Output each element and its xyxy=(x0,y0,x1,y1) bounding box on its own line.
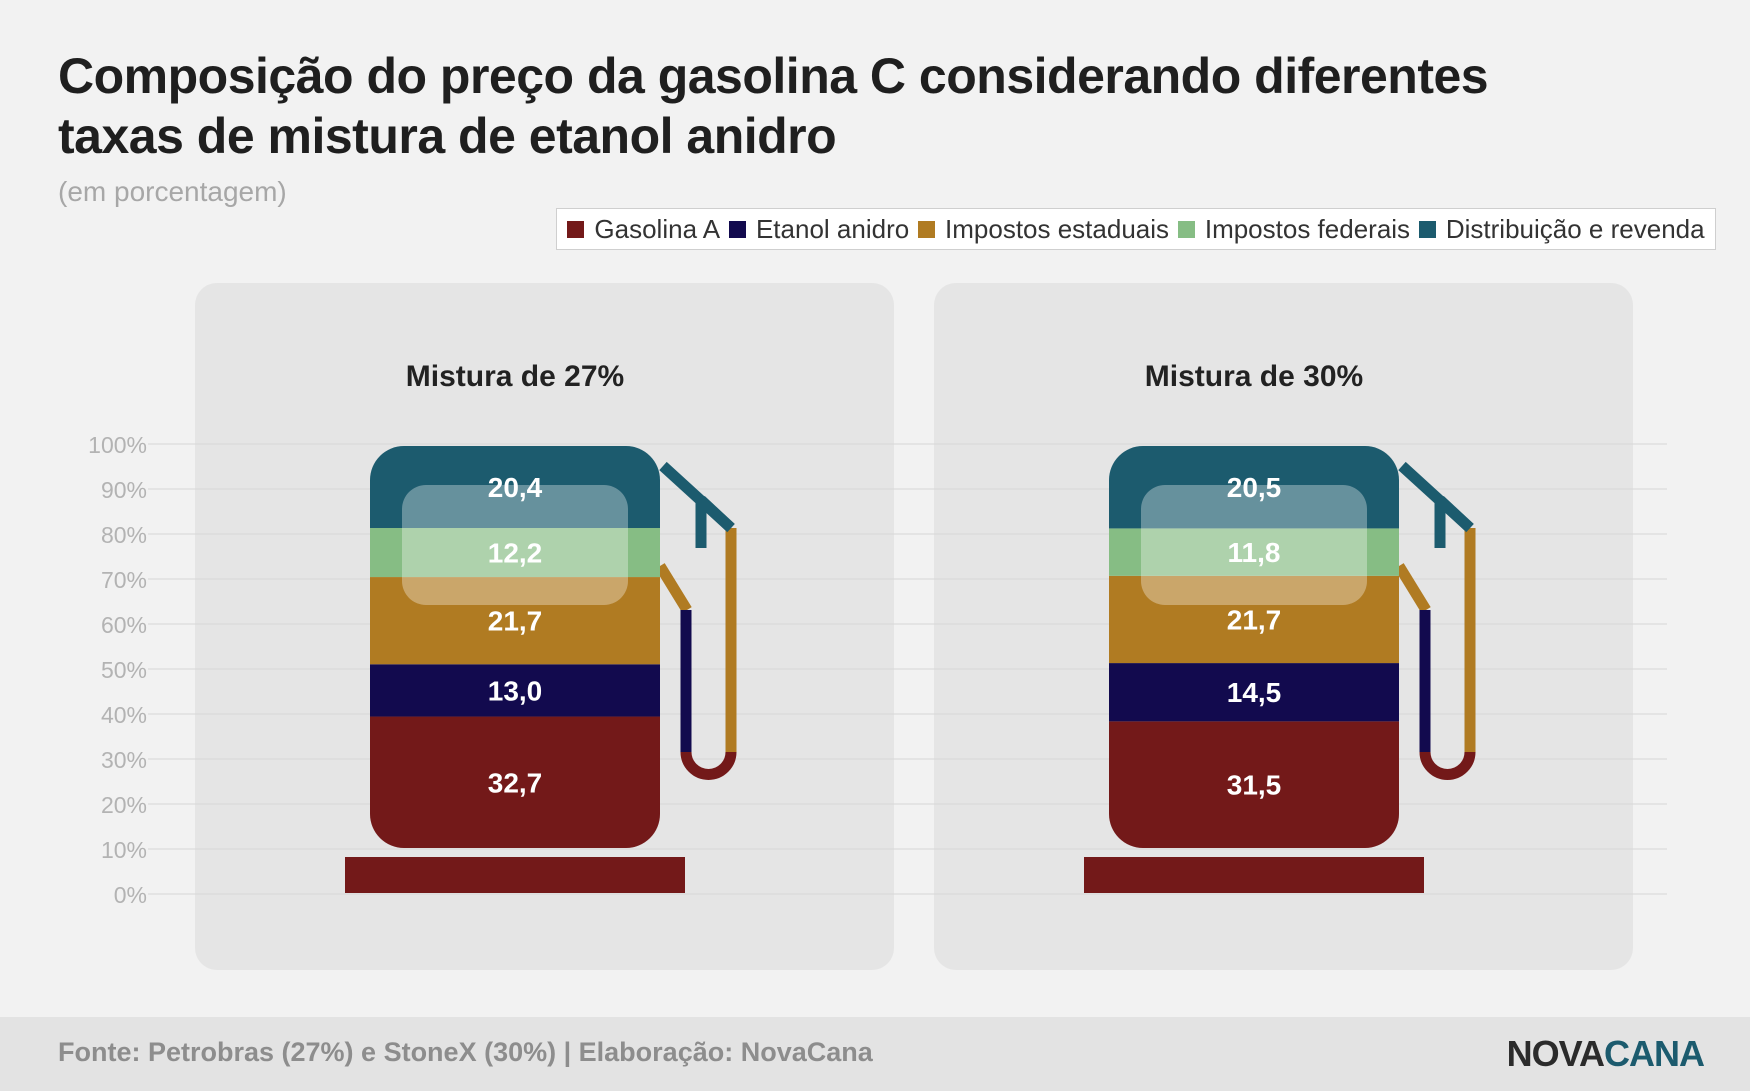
data-label: 20,5 xyxy=(1227,472,1282,503)
pump-window xyxy=(1141,485,1367,605)
legend-item-impostos-estaduais: Impostos estaduais xyxy=(918,214,1169,245)
data-label: 21,7 xyxy=(1227,604,1282,635)
y-tick-label: 10% xyxy=(101,837,147,863)
data-label: 20,4 xyxy=(488,472,543,503)
pump-base xyxy=(345,857,685,893)
legend-item-gasolina-a: Gasolina A xyxy=(567,214,720,245)
pump-hose-segment xyxy=(655,563,692,613)
legend-label: Impostos federais xyxy=(1204,213,1411,244)
bar-segment xyxy=(370,528,660,578)
legend-label: Gasolina A xyxy=(594,213,721,244)
bar-segment xyxy=(1109,528,1399,576)
data-label: 12,2 xyxy=(488,538,543,569)
brand-logo-part1: NOVA xyxy=(1506,1033,1605,1074)
y-tick-label: 90% xyxy=(101,477,147,503)
data-label: 14,5 xyxy=(1227,677,1282,708)
footer: Fonte: Petrobras (27%) e StoneX (30%) | … xyxy=(0,1017,1750,1091)
legend-item-impostos-federais: Impostos federais xyxy=(1177,213,1411,245)
y-tick-label: 0% xyxy=(114,882,147,908)
data-label: 13,0 xyxy=(488,675,543,706)
y-tick-label: 70% xyxy=(101,567,147,593)
brand-logo-part2: CANA xyxy=(1604,1033,1705,1074)
y-tick-label: 80% xyxy=(101,522,147,548)
y-tick-label: 30% xyxy=(101,747,147,773)
y-tick-label: 60% xyxy=(101,612,147,638)
pump-window xyxy=(402,485,628,605)
legend-label: Etanol anidro xyxy=(755,213,910,244)
panel-title: Mistura de 30% xyxy=(1145,360,1363,393)
y-tick-label: 50% xyxy=(101,657,147,683)
panel-title: Mistura de 27% xyxy=(406,360,624,393)
bar-segment xyxy=(1109,446,1399,529)
y-tick-label: 100% xyxy=(88,432,147,458)
pump-hose-segment xyxy=(659,461,735,533)
y-tick-label: 40% xyxy=(101,702,147,728)
bar-segment xyxy=(1109,721,1399,848)
bar-segment xyxy=(1109,663,1399,722)
legend-label: Distribuição e revenda xyxy=(1445,213,1705,244)
bar-segment xyxy=(1109,575,1399,664)
source-note: Fonte: Petrobras (27%) e StoneX (30%) | … xyxy=(58,1037,873,1067)
pump-hose-bend xyxy=(1419,751,1476,780)
y-tick-label: 20% xyxy=(101,792,147,818)
chart-plot: 100% 90% 80% 70% 60% 50% 40% 30% 20% 10% 0% Mistura… xyxy=(88,283,1667,970)
bar-segment xyxy=(370,446,660,529)
bar-segment xyxy=(370,577,660,665)
data-label: 32,7 xyxy=(488,767,543,798)
bar-segment xyxy=(370,664,660,717)
legend-swatch xyxy=(728,220,746,238)
bar-segment xyxy=(370,716,660,848)
legend-item-etanol-anidro: Etanol anidro xyxy=(728,213,910,245)
pump-base xyxy=(1084,857,1424,893)
legend: Gasolina A Etanol anidro Impostos estadu… xyxy=(556,208,1716,250)
legend-item-distribuicao-revenda: Distribuição e revenda xyxy=(1418,213,1705,245)
chart-subtitle: (em porcentagem) xyxy=(58,176,287,207)
pump-hose-segment xyxy=(1398,461,1474,533)
legend-swatch xyxy=(918,220,936,238)
pump-hose-segment xyxy=(1394,563,1431,613)
legend-swatch xyxy=(1177,220,1195,238)
data-label: 21,7 xyxy=(488,606,543,637)
legend-swatch xyxy=(567,220,585,238)
data-label: 31,5 xyxy=(1227,770,1282,801)
data-label: 11,8 xyxy=(1228,537,1281,568)
pump-hose-bend xyxy=(680,751,737,780)
brand-logo: NOVACANA xyxy=(1506,1033,1705,1075)
chart-title: Composição do preço da gasolina C consid… xyxy=(58,48,1489,164)
legend-label: Impostos estaduais xyxy=(945,213,1170,244)
legend-swatch xyxy=(1418,220,1436,238)
